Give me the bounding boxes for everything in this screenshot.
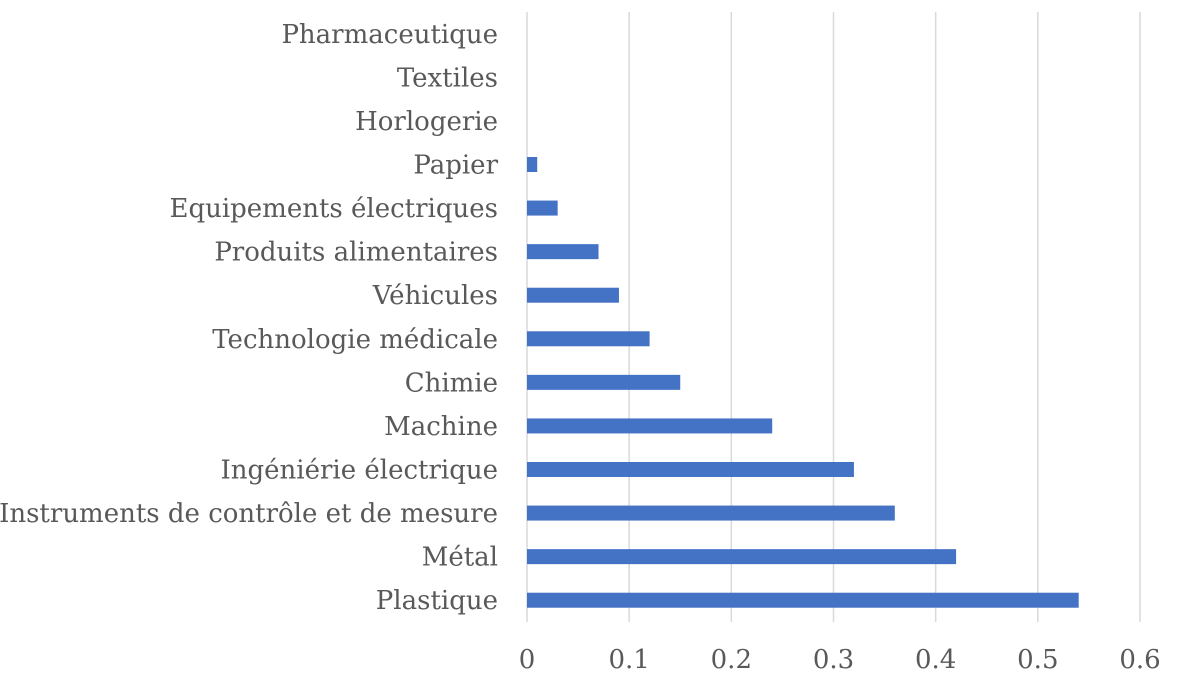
category-label-9: Equipements électriques xyxy=(169,194,498,224)
category-label-4: Machine xyxy=(384,412,498,442)
x-tick-label-2: 0.2 xyxy=(711,645,752,675)
category-label-11: Horlogerie xyxy=(355,107,498,137)
category-label-13: Pharmaceutique xyxy=(281,20,498,50)
category-label-2: Instruments de contrôle et de mesure xyxy=(0,499,498,529)
bar-0 xyxy=(527,592,1079,608)
category-label-7: Véhicules xyxy=(372,281,498,311)
category-labels: Plastique Métal Instruments de contrôle et… xyxy=(0,20,499,616)
category-label-8: Produits alimentaires xyxy=(214,238,498,268)
gridlines xyxy=(526,12,1141,622)
category-label-12: Textiles xyxy=(397,63,498,93)
bar-2 xyxy=(527,505,895,521)
bar-6 xyxy=(527,331,650,347)
x-tick-label-0: 0 xyxy=(519,645,536,675)
category-label-5: Chimie xyxy=(405,368,498,398)
bar-10 xyxy=(527,157,538,172)
category-label-3: Ingéniérie électrique xyxy=(220,456,498,486)
bar-9 xyxy=(527,200,558,216)
bar-3 xyxy=(527,462,854,477)
x-tick-label-6: 0.6 xyxy=(1119,645,1160,675)
category-label-6: Technologie médicale xyxy=(212,325,498,355)
x-tick-label-1: 0.1 xyxy=(608,645,649,675)
bar-8 xyxy=(527,244,599,260)
x-axis-tick-labels: 0 0.1 0.2 0.3 0.4 0.5 0.6 xyxy=(519,645,1161,675)
x-tick-label-5: 0.5 xyxy=(1017,645,1058,675)
bar-5 xyxy=(527,374,681,390)
category-label-10: Papier xyxy=(413,151,498,181)
bar-7 xyxy=(527,287,619,303)
bar-4 xyxy=(527,418,773,434)
category-label-1: Métal xyxy=(422,543,498,573)
x-tick-label-4: 0.4 xyxy=(915,645,956,675)
bars xyxy=(527,157,1079,608)
x-tick-label-3: 0.3 xyxy=(813,645,854,675)
category-label-0: Plastique xyxy=(376,586,498,616)
bar-1 xyxy=(527,549,957,565)
